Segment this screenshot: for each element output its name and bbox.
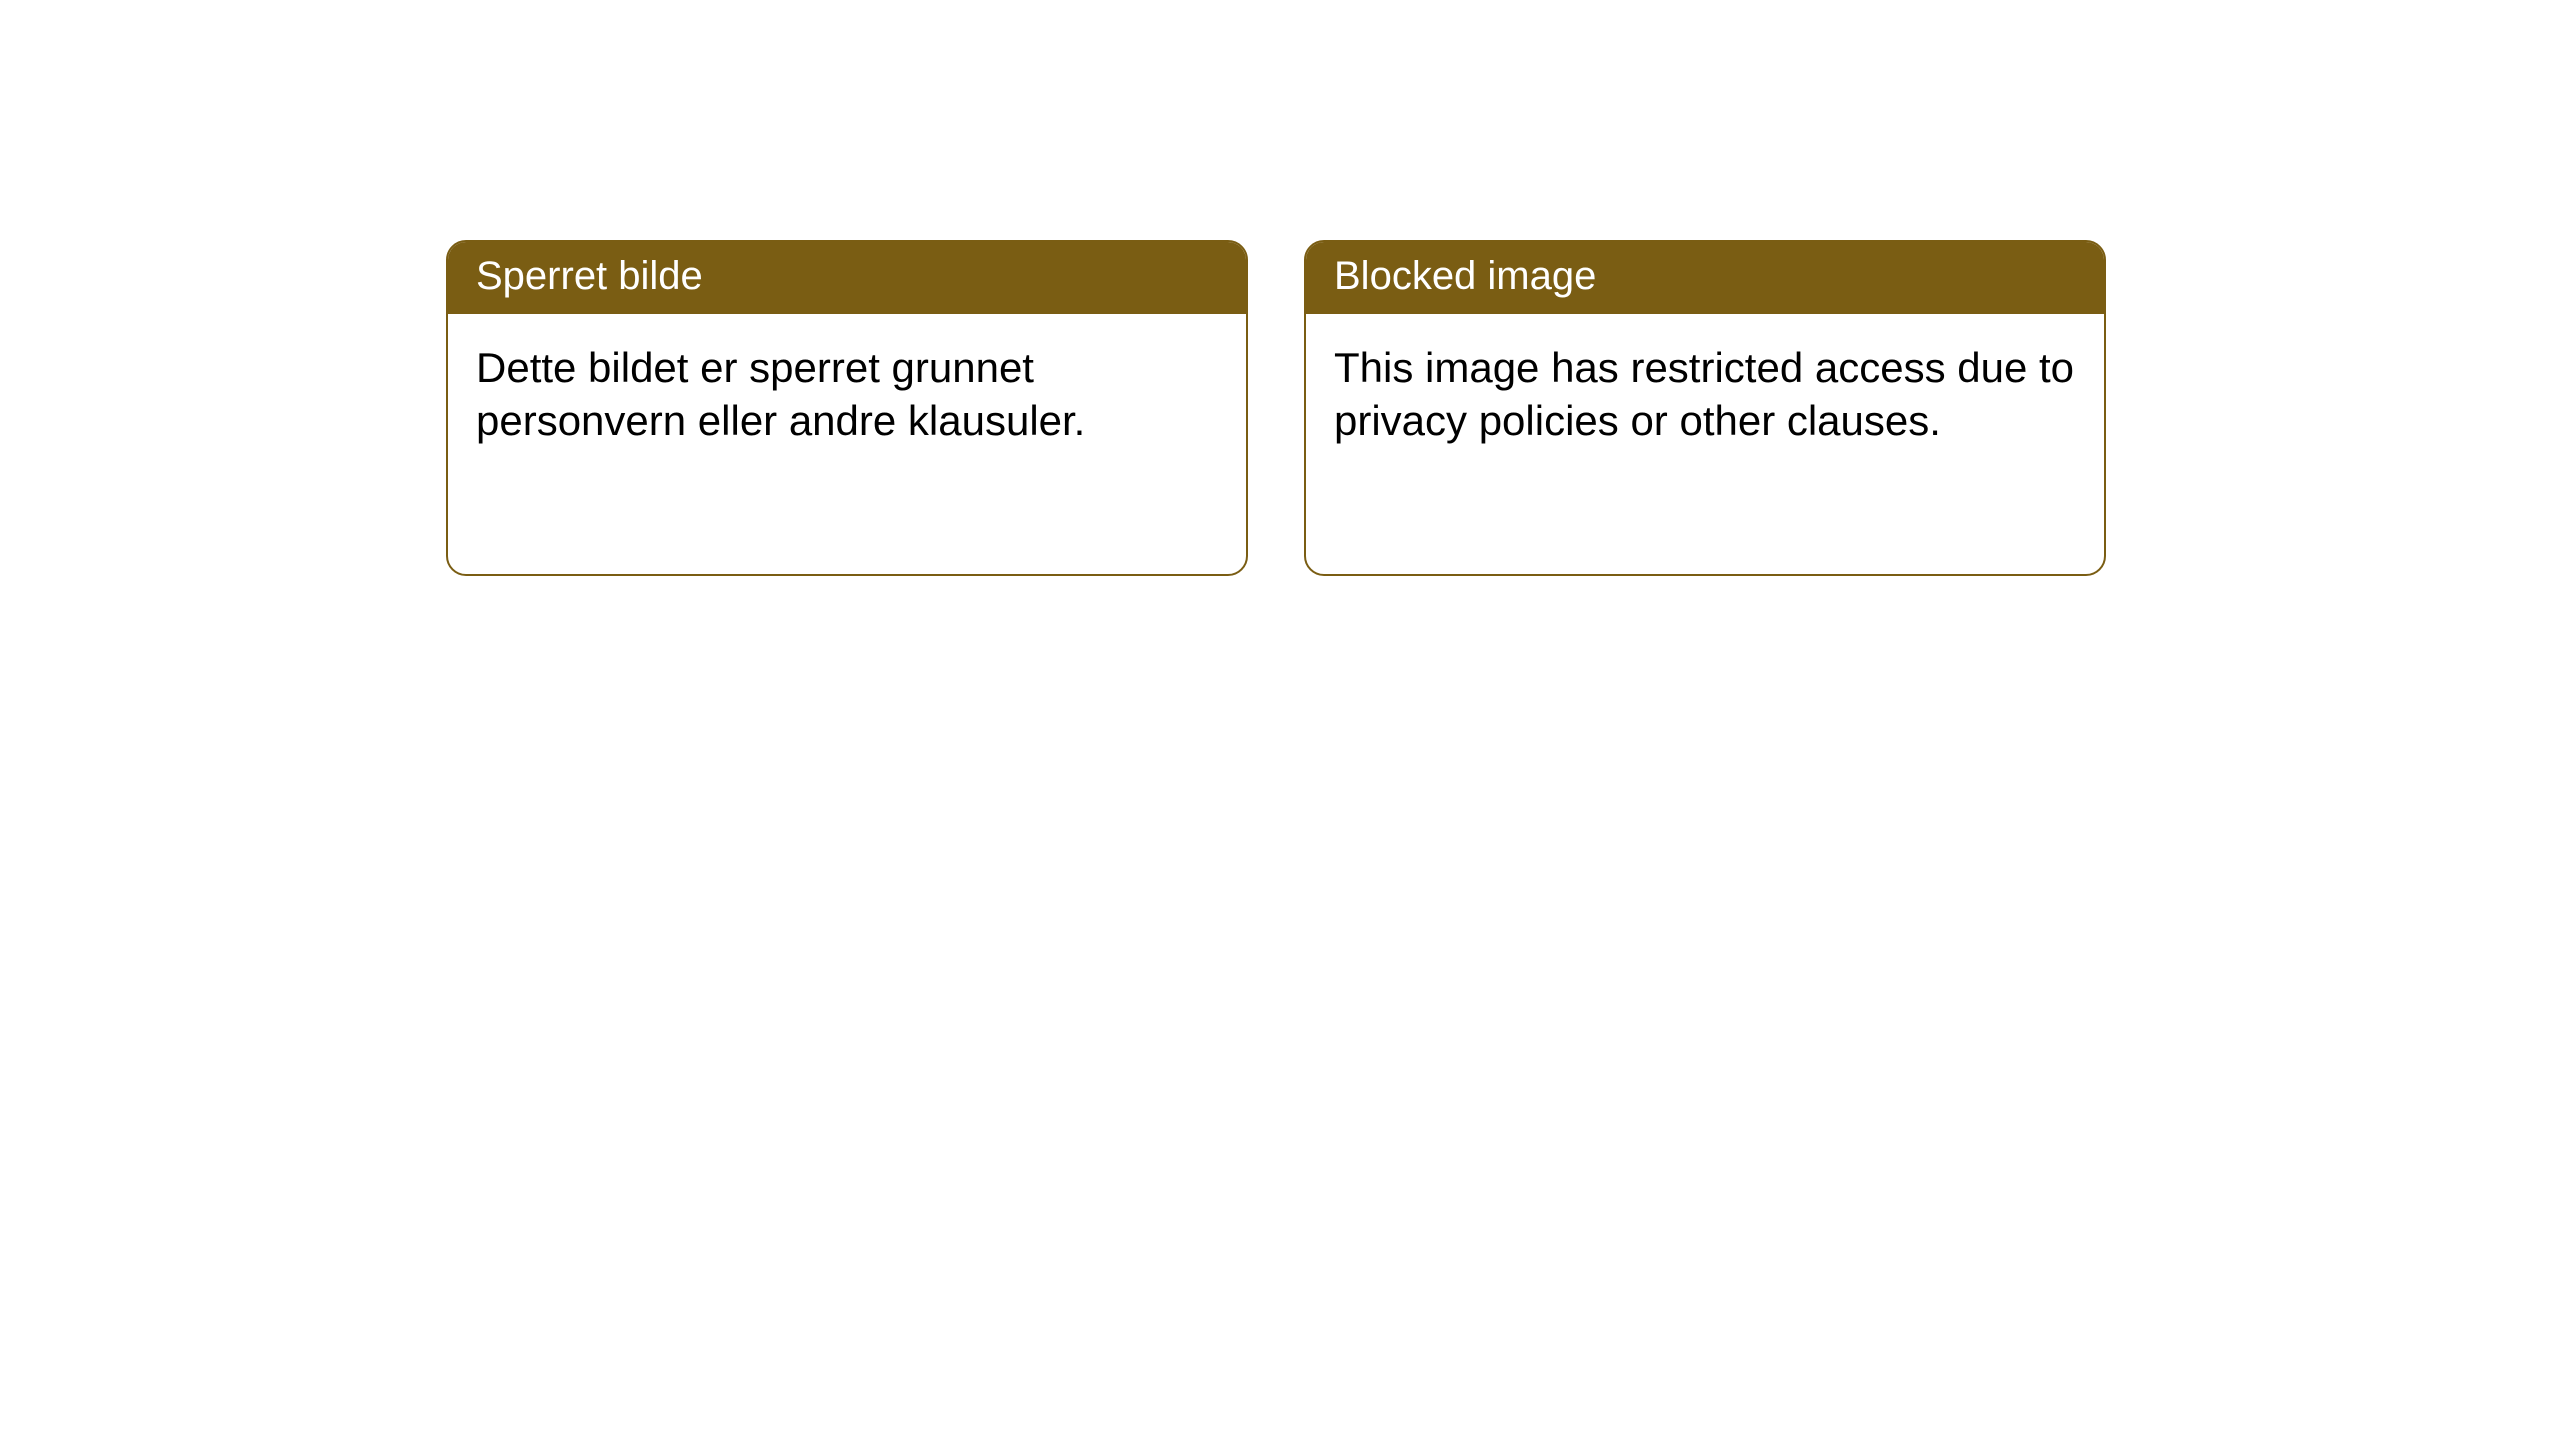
notice-title-norwegian: Sperret bilde — [448, 242, 1246, 314]
notice-body-english: This image has restricted access due to … — [1306, 314, 2104, 447]
notice-container: Sperret bilde Dette bildet er sperret gr… — [446, 240, 2106, 576]
notice-card-english: Blocked image This image has restricted … — [1304, 240, 2106, 576]
notice-title-english: Blocked image — [1306, 242, 2104, 314]
notice-card-norwegian: Sperret bilde Dette bildet er sperret gr… — [446, 240, 1248, 576]
notice-body-norwegian: Dette bildet er sperret grunnet personve… — [448, 314, 1246, 447]
